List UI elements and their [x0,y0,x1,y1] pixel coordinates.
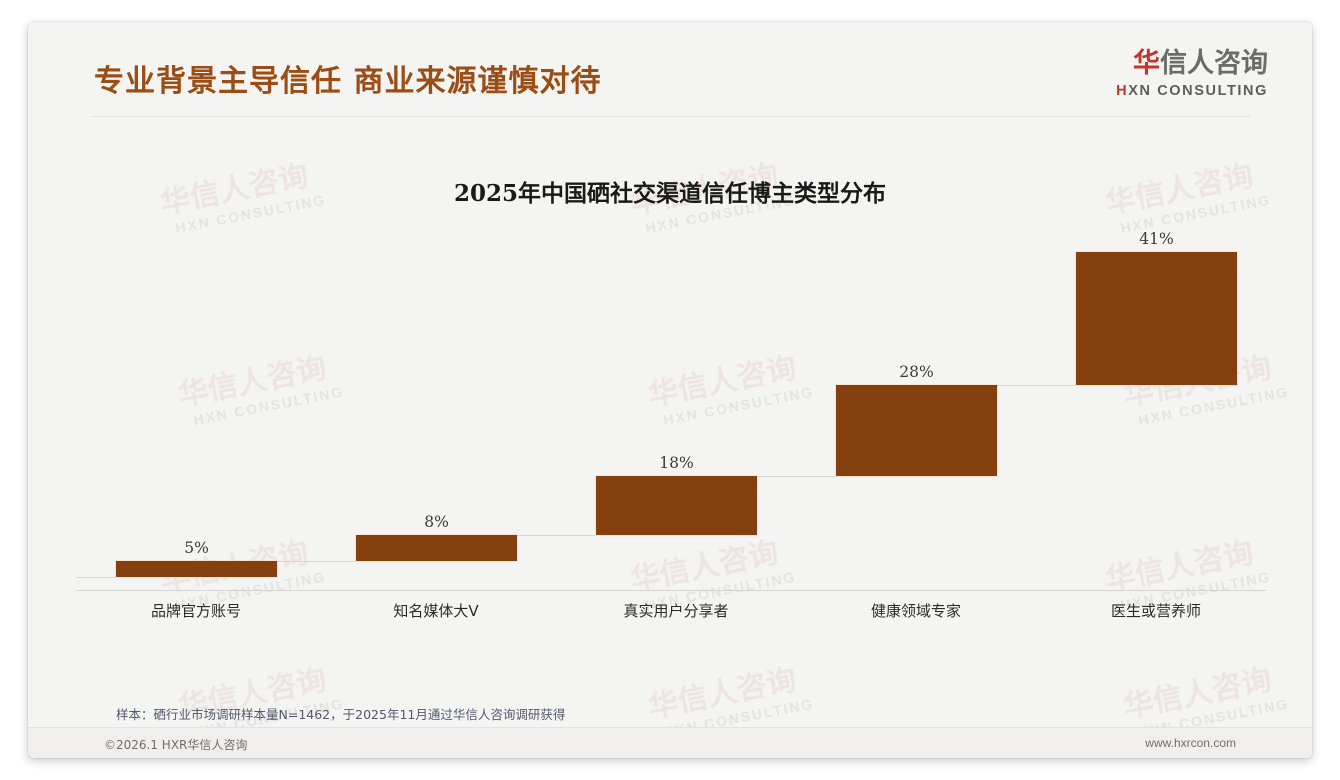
header-divider [92,116,1250,117]
brand-logo-en: HXN CONSULTING [1116,84,1268,99]
watermark-cn-text: 华信人咨询 [1120,662,1275,726]
chart-axis-line [76,590,1266,591]
chart-bar[interactable] [356,535,517,561]
chart-connector-line [76,577,116,578]
chart-bar-group: 41% [76,230,1276,577]
chart-bar[interactable] [596,476,757,535]
copyright-text: ©2026.1 HXR华信人咨询 [104,738,248,752]
slide-canvas: 华信人咨询 HXN CONSULTING 华信人咨询 HXN CONSULTING 华信… [28,22,1312,758]
chart-bar-value-label: 8% [424,513,449,531]
chart-connector-line [517,535,596,536]
watermark-cn-text: 华信人咨询 [645,662,800,726]
source-note: 样本：硒行业市场调研样本量N=1462，于2025年11月通过华信人咨询调研获得 [116,707,566,722]
chart-bar[interactable] [836,385,997,476]
chart-category-label: 医生或营养师 [1110,602,1201,620]
chart-bar[interactable] [116,561,277,577]
chart-category-label: 真实用户分享者 [623,602,729,620]
chart-bar-group: 18% [76,252,1276,577]
chart-connector-line [757,476,836,477]
chart-connector-line [277,561,356,562]
chart-bar-value-label: 28% [899,363,934,381]
chart-plot-area: 5% 8% 18% 28% 41% [76,230,1276,578]
slide-footer: ©2026.1 HXR华信人咨询 www.hxrcon.com [28,727,1312,758]
brand-logo-en-accent: H [1116,83,1129,99]
chart-bar-group: 28% [76,252,1276,577]
brand-logo: 华信人咨询 HXN CONSULTING [1116,50,1268,99]
chart-category-labels: 品牌官方账号 知名媒体大V 真实用户分享者 健康领域专家 医生或营养师 [76,600,1276,626]
chart-bar-group: 5% [76,252,1276,578]
chart-bar-value-label: 41% [1139,230,1174,248]
chart-category-label: 知名媒体大V [393,602,479,620]
website-text: www.hxrcon.com [1145,736,1236,750]
chart-connector-line [997,385,1076,386]
chart-bar[interactable] [1076,252,1237,385]
brand-logo-cn-accent: 华 [1133,48,1160,79]
chart-bar-value-label: 5% [184,539,209,557]
brand-logo-cn-rest: 信人咨询 [1160,48,1268,79]
slide-header: 专业背景主导信任 商业来源谨慎对待 华信人咨询 HXN CONSULTING [28,22,1312,118]
brand-logo-en-rest: XN CONSULTING [1128,83,1268,99]
page-title: 专业背景主导信任 商业来源谨慎对待 [94,64,602,99]
brand-logo-cn: 华信人咨询 [1116,50,1268,77]
chart-title: 2025年中国硒社交渠道信任博主类型分布 [453,180,886,207]
chart-bar-group: 8% [76,252,1276,577]
chart-category-label: 健康领域专家 [870,602,961,620]
chart-category-label: 品牌官方账号 [150,602,241,620]
chart-bar-value-label: 18% [659,454,694,472]
